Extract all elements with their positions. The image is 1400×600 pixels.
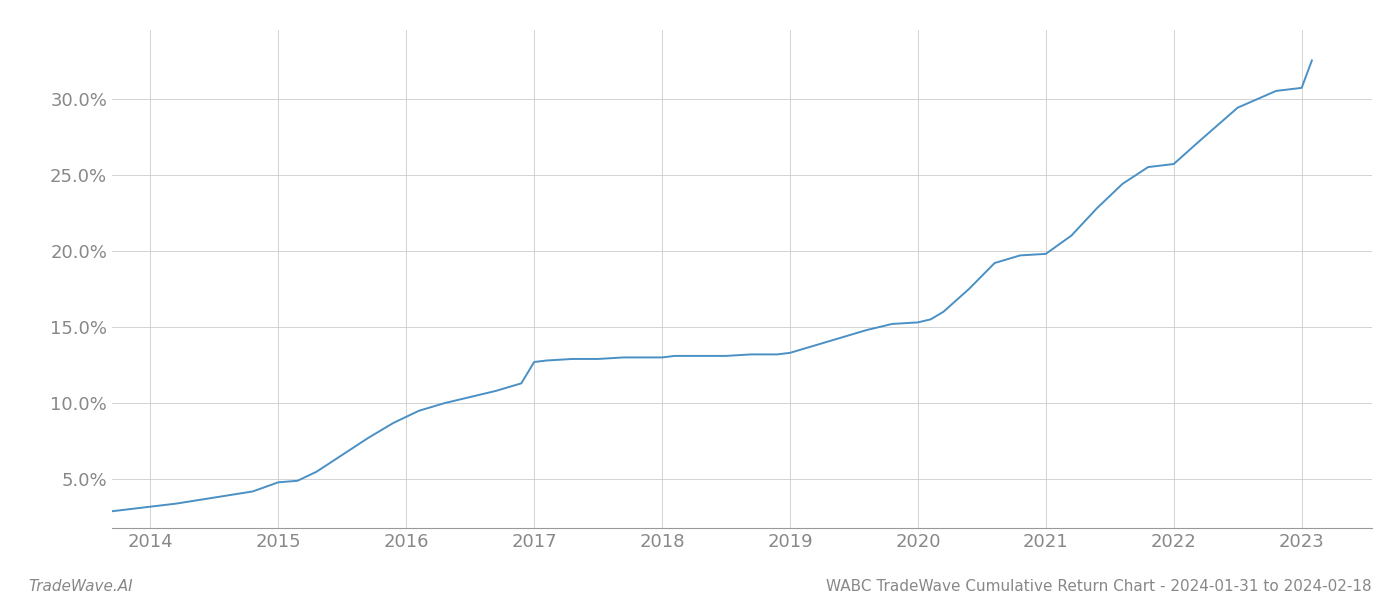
Text: WABC TradeWave Cumulative Return Chart - 2024-01-31 to 2024-02-18: WABC TradeWave Cumulative Return Chart -… — [826, 579, 1372, 594]
Text: TradeWave.AI: TradeWave.AI — [28, 579, 133, 594]
